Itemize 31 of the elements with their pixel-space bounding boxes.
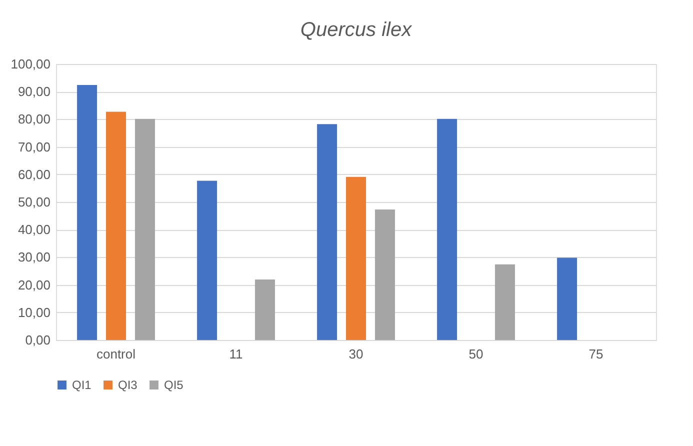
bar [197, 180, 218, 340]
bar [254, 280, 275, 340]
x-tick-label: control [96, 346, 136, 362]
bar [77, 84, 98, 340]
x-tick-label: 75 [588, 346, 604, 362]
y-tick-label: 10,00 [18, 304, 50, 320]
bar [134, 118, 155, 340]
y-tick-label: 40,00 [18, 222, 50, 238]
bar [557, 258, 578, 340]
y-tick-label: 30,00 [18, 250, 50, 265]
x-tick-label: 11 [229, 346, 243, 362]
x-tick-label: 50 [468, 346, 484, 362]
bar [437, 118, 458, 340]
y-tick-label: 50,00 [18, 194, 50, 210]
legend-label: QI1 [72, 378, 92, 392]
bar [494, 264, 515, 340]
y-tick-label: 80,00 [18, 112, 50, 127]
y-tick-label: 20,00 [18, 277, 50, 292]
chart-title: Quercus ilex [300, 19, 413, 41]
bar [106, 112, 126, 340]
y-tick-label: 90,00 [18, 84, 50, 100]
x-tick-label: 30 [348, 346, 364, 362]
legend-label: QI5 [164, 378, 184, 392]
y-tick-label: 100,00 [10, 56, 50, 72]
bar [346, 176, 366, 340]
y-tick-label: 70,00 [18, 139, 50, 154]
bar [374, 209, 395, 340]
y-tick-label: 0,00 [25, 332, 50, 348]
bar [317, 124, 338, 340]
y-tick-label: 60,00 [18, 166, 50, 182]
legend-label: QI3 [118, 378, 138, 392]
